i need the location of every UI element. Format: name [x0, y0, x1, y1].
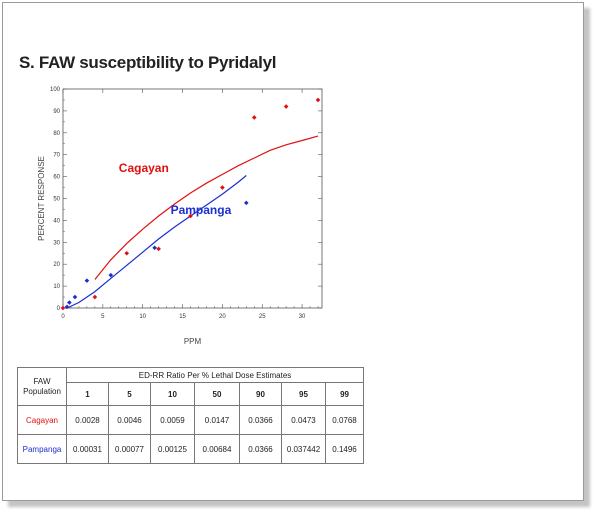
data-point-pampanga [243, 200, 249, 206]
population-cell: Cagayan [17, 405, 67, 435]
x-axis-label: PPM [184, 337, 202, 346]
x-tick-label: 0 [61, 314, 65, 320]
dose-value-cell: 0.00125 [150, 434, 195, 464]
data-point-cagayan [220, 185, 225, 190]
data-point-cagayan [60, 305, 66, 311]
percent-header-99: 99 [324, 382, 365, 406]
percent-header-row: 1 5 10 50 90 95 99 [18, 382, 365, 406]
y-tick-label: 30 [53, 240, 60, 246]
population-header: FAW Population [17, 367, 67, 406]
data-point-pampanga [64, 304, 70, 310]
data-point-cagayan [251, 115, 257, 120]
y-axis-label: PERCENT RESPONSE [37, 156, 46, 241]
percent-header-50: 50 [194, 382, 240, 406]
dose-group-header: ED-RR Ratio Per % Lethal Dose Estimates [65, 367, 365, 383]
table-row: Cagayan 0.0028 0.0046 0.0059 0.0147 0.0366 0.… [17, 405, 365, 435]
percent-header-95: 95 [281, 382, 326, 406]
plot-frame [62, 88, 323, 309]
dose-value-cell: 0.0366 [239, 434, 282, 464]
data-point-pampanga [108, 272, 114, 278]
y-tick-label: 20 [53, 262, 60, 268]
data-point-pampanga [152, 245, 157, 251]
y-tick-label: 90 [53, 109, 60, 115]
data-point-cagayan [188, 213, 193, 219]
dose-value-cell: 0.037442 [281, 434, 326, 464]
data-point-pampanga [72, 294, 78, 300]
percent-header-1: 1 [66, 382, 109, 406]
lethal-dose-table: FAW Population ED-RR Ratio Per % Lethal … [17, 367, 365, 464]
response-chart: 0 10 20 30 40 50 60 70 80 90 100 0 5 10 15 20 25 30 PPM PER… [37, 87, 323, 346]
y-tick-label: 40 [53, 218, 60, 224]
data-point-pampanga [67, 300, 72, 305]
series-label-pampanga: Pampanga [171, 203, 232, 217]
dose-value-cell: 0.00031 [66, 434, 109, 464]
data-point-cagayan [124, 250, 130, 256]
page-title: S. FAW susceptibility to Pyridalyl [19, 53, 277, 72]
dose-value-cell: 0.00684 [194, 434, 240, 464]
x-tick-label: 30 [299, 314, 306, 320]
dose-value-cell: 0.0768 [324, 405, 365, 435]
data-point-cagayan [92, 294, 98, 300]
x-tick-label: 25 [259, 314, 266, 320]
y-tick-label: 10 [53, 284, 60, 290]
data-point-cagayan [315, 97, 321, 103]
table-row: Pampanga 0.00031 0.00077 0.00125 0.00684 0.0… [17, 434, 365, 464]
plot-area: 0 10 20 30 40 50 60 70 80 90 100 0 5 10 15 20 25 30 PPM PER… [37, 87, 323, 346]
y-tick-label: 60 [53, 175, 60, 181]
series-label-cagayan: Cagayan [119, 161, 169, 175]
data-point-cagayan [283, 104, 289, 109]
dose-value-cell: 0.1496 [324, 434, 365, 464]
x-tick-label: 15 [179, 314, 186, 320]
percent-header-5: 5 [108, 382, 151, 406]
data-point-cagayan [156, 246, 161, 252]
slide: S. FAW susceptibility to Pyridalyl 0 10 20… [2, 2, 584, 501]
x-tick-label: 5 [101, 314, 105, 320]
data-point-pampanga [84, 278, 90, 283]
x-tick-label: 20 [219, 314, 226, 320]
dose-value-cell: 0.0046 [108, 405, 151, 435]
population-cell: Pampanga [17, 434, 67, 464]
x-tick-label: 10 [139, 314, 146, 320]
dose-value-cell: 0.0059 [150, 405, 195, 435]
dose-value-cell: 0.0366 [239, 405, 282, 435]
y-tick-label: 70 [53, 153, 60, 159]
fit-line-cagayan [94, 135, 319, 280]
dose-value-cell: 0.0028 [66, 405, 109, 435]
y-tick-label: 100 [50, 87, 61, 93]
y-tick-label: 0 [57, 306, 61, 312]
y-tick-label: 80 [53, 131, 60, 137]
percent-header-10: 10 [150, 382, 195, 406]
dose-value-cell: 0.0473 [281, 405, 326, 435]
dose-value-cell: 0.0147 [194, 405, 240, 435]
y-tick-label: 50 [53, 197, 60, 203]
fit-line-pampanga [66, 175, 247, 309]
dose-value-cell: 0.00077 [108, 434, 151, 464]
percent-header-90: 90 [239, 382, 282, 406]
